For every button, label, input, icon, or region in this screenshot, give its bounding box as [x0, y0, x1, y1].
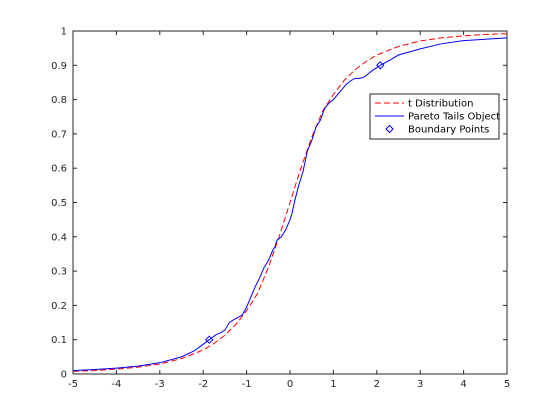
y-tick-label: 0.3 — [51, 267, 67, 278]
y-tick-label: 0.5 — [51, 198, 67, 209]
x-tick-label: -3 — [155, 379, 165, 390]
legend-label: t Distribution — [408, 99, 473, 110]
x-tick-label: -5 — [68, 379, 78, 390]
y-tick-label: 0.7 — [51, 129, 67, 140]
y-tick-label: 1 — [61, 27, 67, 38]
x-tick-label: 0 — [287, 379, 293, 390]
x-tick-label: 1 — [330, 379, 336, 390]
y-tick-label: 0.1 — [51, 335, 67, 346]
series-layer — [72, 33, 508, 372]
legend-label: Boundary Points — [408, 125, 489, 136]
legend-item-t-distribution: t Distribution — [375, 99, 473, 110]
pareto-tails-line — [72, 37, 508, 372]
x-tick-label: 4 — [460, 379, 466, 390]
y-tick-label: 0.6 — [51, 164, 67, 175]
legend-marker-sample — [385, 124, 394, 134]
x-tick-label: 5 — [504, 379, 510, 390]
x-tick-label: -1 — [242, 379, 252, 390]
x-tick-label: 3 — [417, 379, 423, 390]
t-distribution-line — [72, 33, 508, 372]
markers-layer — [205, 61, 385, 344]
y-tick-label: 0 — [61, 370, 67, 381]
y-tick-label: 0.4 — [51, 232, 67, 243]
ticks-layer: -5 -4 -3 -2 -1 0 1 2 3 4 5 0 0.1 0.2 0.3 0.4 0.5 0.6 0.7 0.… — [51, 27, 510, 391]
y-tick-label: 0.2 — [51, 301, 67, 312]
legend-item-boundary-points: Boundary Points — [385, 124, 489, 136]
boundary-point-marker — [205, 335, 214, 344]
x-tick-label: 2 — [374, 379, 380, 390]
y-tick-label: 0.9 — [51, 61, 67, 72]
legend-label: Pareto Tails Object — [408, 112, 500, 123]
legend: t Distribution Pareto Tails Object Boundar… — [369, 93, 500, 140]
boundary-point-marker — [376, 61, 385, 70]
x-tick-label: -2 — [198, 379, 208, 390]
legend-item-pareto-tails: Pareto Tails Object — [375, 112, 500, 123]
x-tick-label: -4 — [111, 379, 121, 390]
y-tick-label: 0.8 — [51, 95, 67, 106]
